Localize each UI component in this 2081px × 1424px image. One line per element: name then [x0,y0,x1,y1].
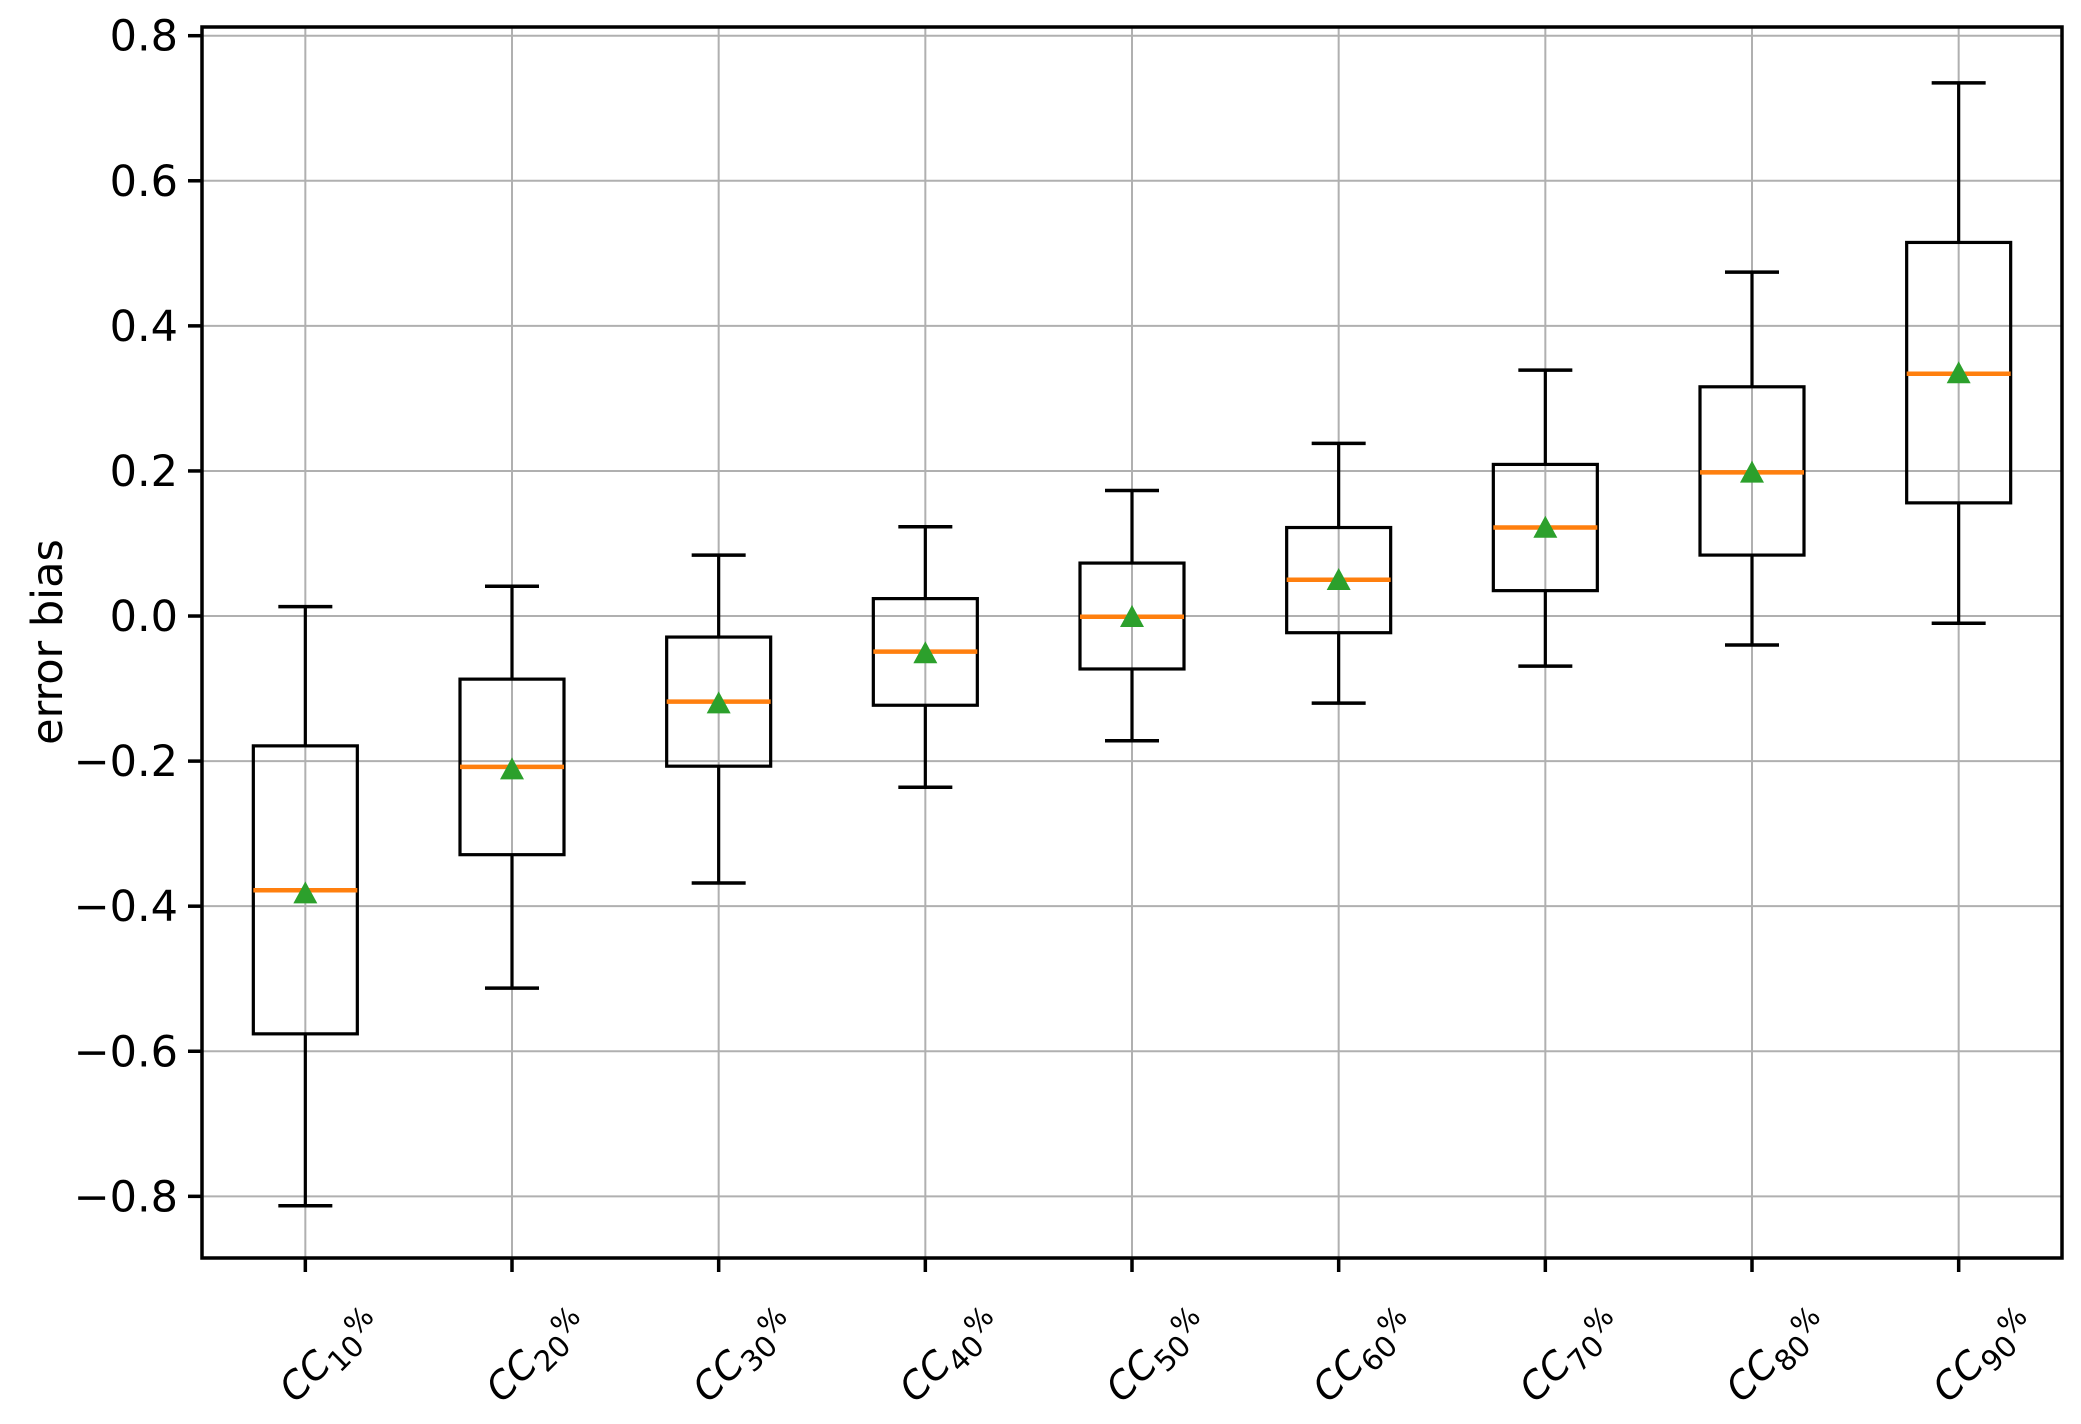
x-tick-label-CC20%: CC20% [477,1296,597,1416]
x-tick-label-CC30%: CC30% [684,1296,804,1416]
mean-triangle-marker [293,881,318,904]
y-tick-label: −0.8 [74,1172,178,1222]
box-group-CC60% [1285,441,1393,705]
box-group-CC90% [1905,81,2013,626]
box-group-CC20% [458,584,566,990]
x-tick-label-CC10%: CC10% [270,1296,390,1416]
y-tick-label: 0.8 [110,12,178,62]
mean-triangle-marker [1946,361,1971,384]
y-tick-label: 0.2 [110,447,178,497]
mean-triangle-marker [500,757,524,780]
y-tick-label: 0.0 [110,592,178,642]
y-tick-label: 0.4 [110,302,178,352]
y-tick-label: −0.2 [74,737,178,787]
mean-triangle-marker [913,641,938,664]
x-tick-label-CC40%: CC40% [890,1296,1010,1416]
box-group-CC40% [871,525,979,789]
x-tick-label-CC90%: CC90% [1924,1296,2044,1416]
mean-triangle-marker [1120,605,1144,628]
axes-layer [188,25,2064,1272]
boxes-layer [251,81,2013,1208]
grid-layer [202,27,2062,1258]
box-group-CC70% [1491,368,1599,668]
mean-triangle-marker [1326,568,1351,591]
box-group-CC50% [1078,488,1186,743]
box-group-CC30% [665,553,773,885]
mean-triangle-marker [706,691,731,714]
x-tick-label-CC80%: CC80% [1717,1296,1837,1416]
y-axis-label: error bias [23,539,73,745]
y-tick-label: 0.6 [110,157,178,207]
y-tick-label: −0.4 [74,882,178,932]
mean-triangle-marker [1533,515,1558,538]
x-tick-label-CC50%: CC50% [1097,1296,1217,1416]
box-group-CC80% [1698,270,1806,647]
x-tick-label-CC60%: CC60% [1304,1296,1424,1416]
box-group-CC10% [251,604,359,1208]
x-tick-label-CC70%: CC70% [1510,1296,1630,1416]
tick-label-layer: 0.8 0.6 0.4 0.2 0.0 −0.2 −0.4 −0.6 −0.8 CC10% CC20… [74,12,2044,1416]
mean-triangle-marker [1740,460,1764,483]
y-tick-label: −0.6 [74,1027,178,1077]
